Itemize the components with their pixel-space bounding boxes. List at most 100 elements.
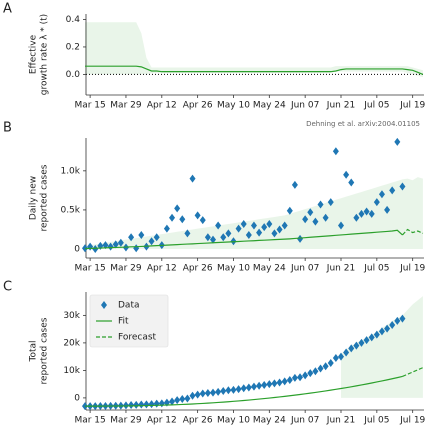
data-point (384, 324, 391, 333)
data-point (194, 211, 201, 220)
data-point (358, 338, 365, 347)
data-point (138, 230, 145, 239)
data-point (148, 237, 155, 246)
data-point (215, 387, 222, 396)
data-point (317, 200, 324, 209)
data-point (235, 385, 242, 394)
data-point (271, 379, 278, 388)
y-axis-label: Total (29, 340, 39, 362)
data-point (338, 352, 344, 361)
data-point (184, 394, 191, 403)
x-tick-label: Apr 26 (183, 264, 213, 274)
y-axis-label: Daily new (29, 176, 39, 220)
x-tick-label: Jul 05 (363, 264, 389, 274)
data-point (138, 400, 145, 409)
data-point (245, 383, 252, 392)
data-point (276, 225, 283, 234)
data-point (307, 208, 314, 217)
data-point (327, 198, 334, 207)
data-point (317, 364, 324, 373)
data-point (215, 221, 222, 230)
x-tick-label: Mar 29 (110, 264, 142, 274)
y-tick-label: 20k (63, 338, 80, 348)
data-point (378, 190, 385, 199)
data-point (363, 207, 370, 216)
data-point (128, 401, 135, 410)
data-point (343, 348, 350, 357)
data-point (389, 321, 396, 330)
data-point (256, 381, 263, 390)
panel-letter: C (3, 280, 12, 295)
legend-marker (101, 301, 107, 309)
data-point (102, 241, 109, 250)
y-tick-label: 0.2 (66, 42, 80, 52)
panel-letter: A (3, 2, 12, 17)
x-tick-label: Jul 05 (363, 101, 389, 111)
x-tick-label: Jul 19 (399, 101, 425, 111)
data-point (368, 333, 375, 342)
data-point (281, 377, 288, 386)
data-point (266, 219, 273, 228)
data-point (245, 230, 252, 239)
data-point (302, 371, 309, 380)
x-tick-label: Apr 12 (147, 416, 177, 426)
data-point (112, 240, 119, 249)
data-point (256, 228, 263, 237)
data-point (332, 354, 339, 363)
data-point (210, 235, 216, 244)
data-point (368, 209, 375, 218)
data-point (302, 215, 309, 224)
data-point (353, 341, 360, 350)
data-point (327, 358, 334, 367)
x-tick-label: Apr 12 (147, 264, 177, 274)
data-point (184, 229, 191, 238)
data-point (174, 396, 181, 405)
x-tick-label: May 24 (253, 101, 286, 111)
data-point (143, 400, 150, 409)
data-point (332, 147, 339, 156)
data-point (87, 242, 94, 251)
panel-letter: B (3, 121, 12, 136)
data-point (384, 205, 391, 214)
x-tick-label: May 10 (217, 416, 250, 426)
data-point (394, 137, 401, 146)
data-point (210, 388, 216, 397)
data-point (378, 327, 385, 336)
data-point (271, 229, 278, 238)
uncertainty-band (85, 22, 423, 78)
legend: Data Fit Forecast (89, 294, 169, 348)
y-tick-label: 1.0k (60, 166, 80, 176)
data-point (153, 233, 160, 242)
data-point (297, 234, 304, 243)
data-point (286, 376, 293, 385)
fit-line (84, 229, 403, 250)
data-point (148, 400, 155, 409)
data-point (291, 180, 298, 189)
data-point (169, 213, 176, 222)
x-tick-label: Apr 26 (183, 101, 213, 111)
x-tick-label: Mar 15 (74, 101, 105, 111)
data-point (373, 330, 380, 339)
x-tick-label: Apr 26 (183, 416, 213, 426)
data-point (399, 314, 406, 323)
data-point (399, 182, 406, 191)
data-point (250, 382, 257, 391)
data-point (297, 373, 304, 382)
data-point (276, 378, 283, 387)
data-point (338, 221, 344, 230)
y-tick-label: 0.5k (60, 205, 80, 215)
data-point (194, 390, 201, 399)
data-point (322, 213, 329, 222)
data-point (286, 206, 293, 215)
data-point (266, 380, 273, 389)
y-tick-label: 30k (63, 311, 80, 321)
legend-box (89, 294, 169, 348)
data-point (204, 233, 211, 242)
x-tick-label: Mar 15 (74, 264, 105, 274)
fit-line (84, 375, 403, 407)
data-point (394, 316, 401, 325)
data-point (174, 204, 181, 213)
x-tick-label: Mar 15 (74, 416, 105, 426)
data-point (240, 384, 247, 393)
